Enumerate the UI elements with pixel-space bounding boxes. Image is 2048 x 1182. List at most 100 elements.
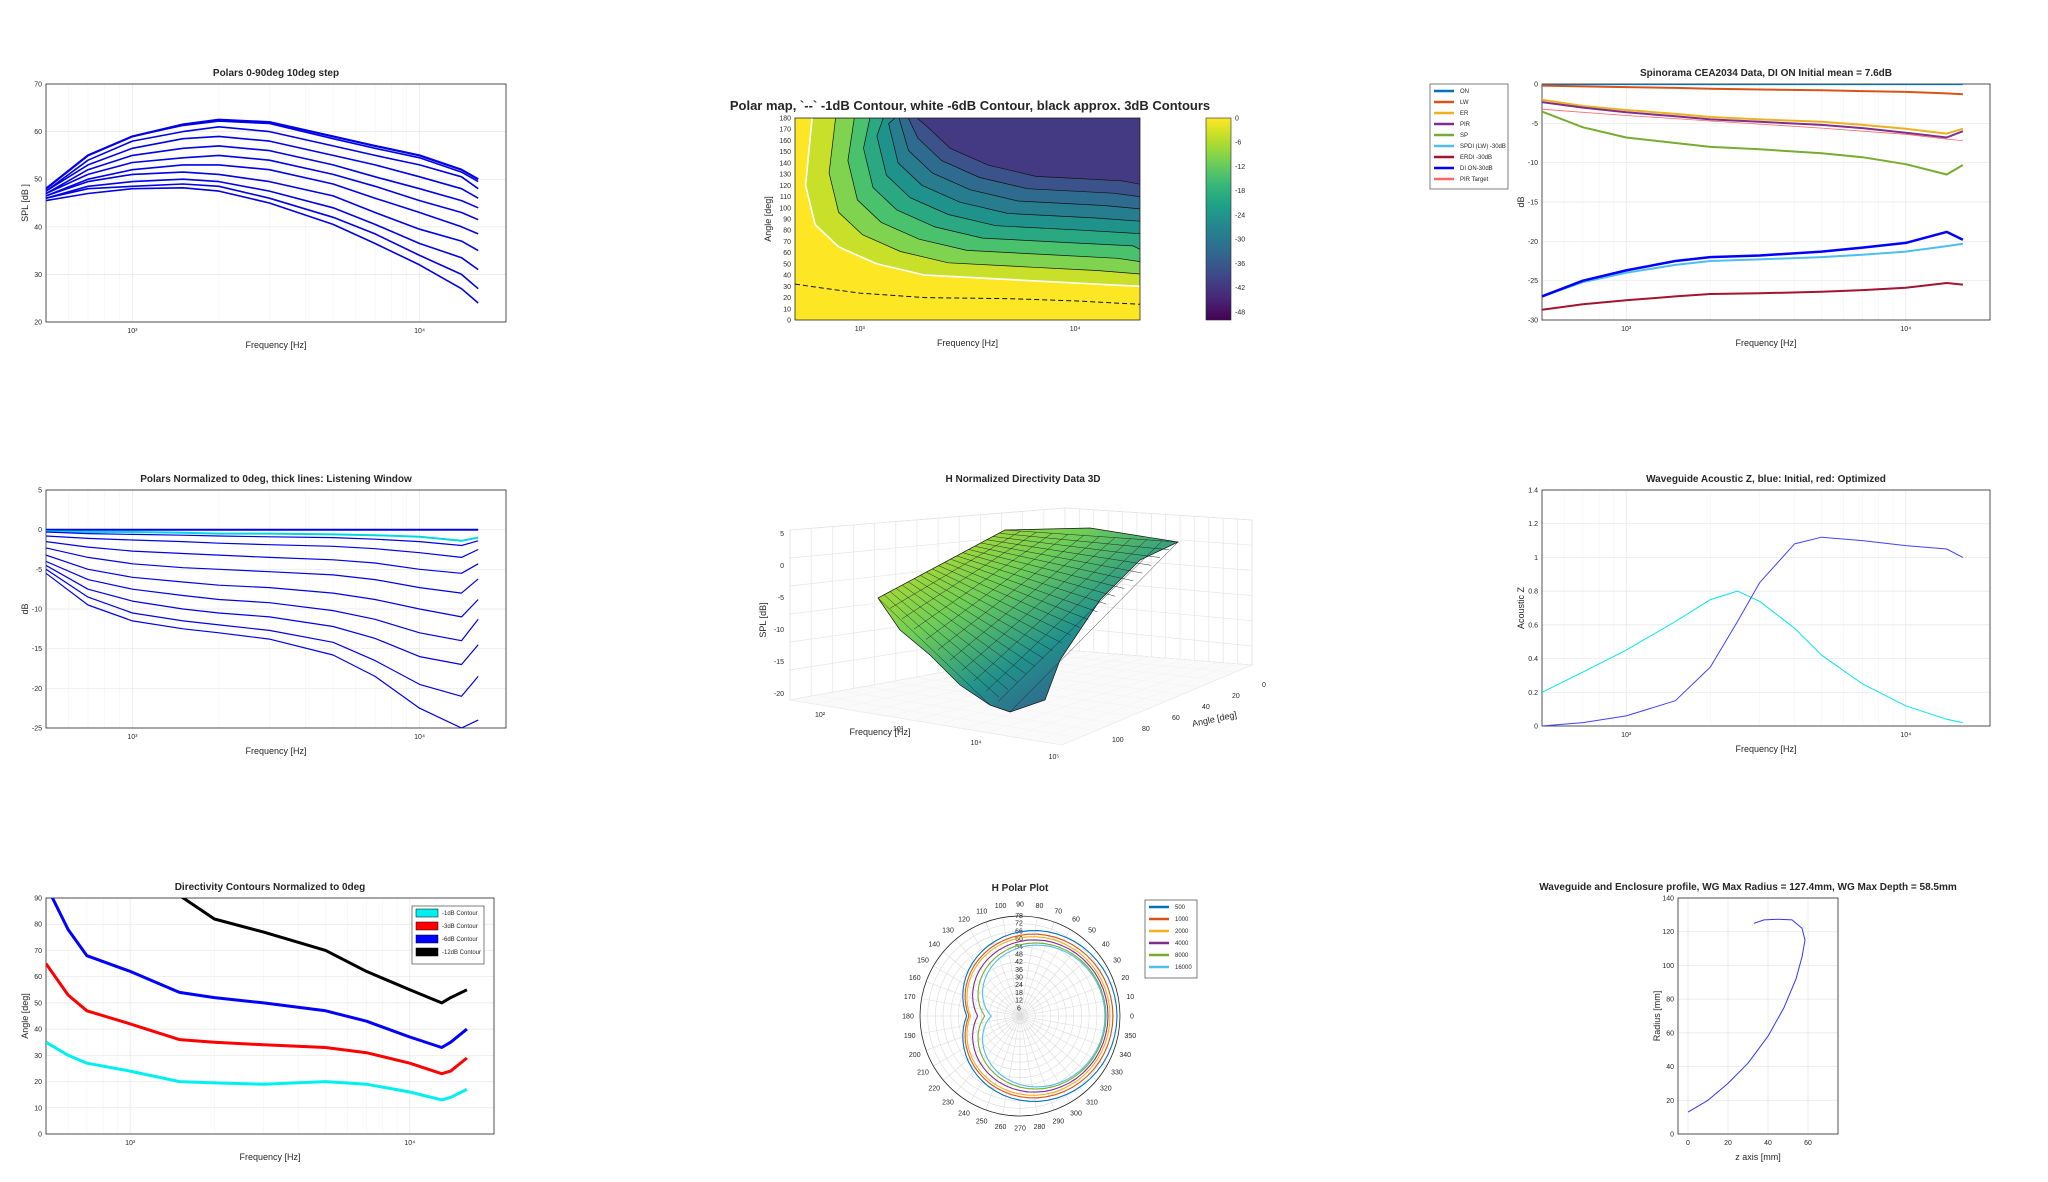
y-tick-label: 30 bbox=[34, 272, 42, 279]
legend-entry: -12dB Contour bbox=[442, 950, 481, 956]
x-tick-label: 0 bbox=[1686, 1140, 1690, 1147]
x-axis-label: Frequency [Hz] bbox=[937, 338, 998, 348]
angle-label: 150 bbox=[917, 958, 929, 965]
legend-swatch bbox=[415, 908, 439, 918]
surface-mesh bbox=[950, 558, 1098, 613]
angle-label: 30 bbox=[1113, 958, 1121, 965]
surface-mesh bbox=[968, 549, 1125, 589]
colorbar-tick-label: -30 bbox=[1235, 237, 1245, 244]
x-tick-label: 20 bbox=[1724, 1140, 1732, 1147]
y-tick-label: 50 bbox=[34, 177, 42, 184]
y-tick-label: 80 bbox=[34, 922, 42, 929]
chart-title: Polars Normalized to 0deg, thick lines: … bbox=[140, 474, 412, 485]
polar-response-16000 bbox=[981, 944, 1106, 1088]
freq-tick-label: 10⁵ bbox=[1049, 754, 1060, 761]
x-tick-label: 10³ bbox=[125, 1140, 136, 1147]
y-tick-label: 30 bbox=[34, 1053, 42, 1060]
legend-entry: 2000 bbox=[1175, 929, 1189, 935]
y-axis-label: Angle [deg] bbox=[20, 993, 30, 1039]
angle-spoke bbox=[1019, 1015, 1119, 1034]
polar-curve bbox=[46, 171, 479, 252]
polar-curve bbox=[46, 154, 479, 221]
spin-curve-6 bbox=[1542, 282, 1963, 311]
angle-spoke bbox=[955, 1015, 1021, 1093]
y-tick-label: 0 bbox=[38, 1132, 42, 1139]
y-tick-label: 1.2 bbox=[1528, 521, 1538, 528]
freq-tick-label: 10³ bbox=[893, 726, 904, 733]
radial-label: 36 bbox=[1015, 967, 1023, 974]
legend-entry: LW bbox=[1460, 100, 1469, 106]
x-tick-label: 10⁴ bbox=[1070, 326, 1081, 333]
y-tick-label: 70 bbox=[34, 948, 42, 955]
normalized-polar-curve bbox=[46, 560, 479, 642]
x-axis-label: Frequency [Hz] bbox=[239, 1152, 300, 1162]
chart-title: Polar map, `--` -1dB Contour, white -6dB… bbox=[730, 98, 1210, 113]
legend-entry: ER bbox=[1460, 111, 1469, 117]
polar-curve bbox=[46, 178, 479, 271]
heatmap-band bbox=[916, 118, 1140, 188]
surface-mesh bbox=[877, 597, 991, 706]
radial-label: 42 bbox=[1015, 959, 1023, 966]
colorbar bbox=[1205, 117, 1232, 321]
angle-spoke bbox=[921, 1015, 1021, 1034]
colorbar-tick-label: -18 bbox=[1235, 188, 1245, 195]
spin-curve-4 bbox=[1542, 110, 1964, 176]
spin-curve-7 bbox=[1542, 230, 1964, 298]
y-tick-label: 50 bbox=[783, 261, 791, 268]
plot-frame bbox=[1541, 489, 1991, 727]
legend-entry: 8000 bbox=[1175, 953, 1189, 959]
polar-response-500 bbox=[962, 930, 1118, 1102]
surface-mesh bbox=[962, 552, 1116, 597]
y-tick-label: 40 bbox=[34, 1027, 42, 1034]
floor-gridline bbox=[1012, 662, 1219, 738]
y-tick-label: 100 bbox=[1662, 963, 1674, 970]
y-tick-label: 0 bbox=[1670, 1132, 1674, 1139]
angle-label: 110 bbox=[976, 908, 987, 915]
panel-polars: 20 30 40 50 60 70 10³ 10⁴ Polars 0-90deg 10deg s… bbox=[20, 68, 507, 350]
contour-minus1db bbox=[795, 283, 1140, 305]
contour-line bbox=[46, 962, 468, 1076]
surface-mesh bbox=[908, 581, 1035, 667]
angle-label: 330 bbox=[1111, 1070, 1123, 1077]
plot-area bbox=[46, 84, 506, 322]
y-tick-label: 100 bbox=[779, 205, 791, 212]
back-gridline bbox=[1064, 507, 1253, 521]
spin-curve-3 bbox=[1542, 101, 1964, 139]
floor-gridline bbox=[839, 690, 1097, 731]
y-tick-label: 120 bbox=[1662, 929, 1674, 936]
x-tick-label: 10⁴ bbox=[414, 734, 425, 741]
contour-3db bbox=[898, 118, 1140, 213]
x-axis-label: z axis [mm] bbox=[1735, 1152, 1781, 1162]
y-tick-label: 60 bbox=[34, 129, 42, 136]
surface-mesh bbox=[883, 594, 1000, 698]
z-tick-label: -15 bbox=[774, 659, 784, 666]
x-tick-label: 10⁴ bbox=[404, 1140, 415, 1147]
polar-curve bbox=[46, 164, 479, 235]
angle-spoke bbox=[969, 929, 1021, 1017]
contour-3db bbox=[888, 118, 1140, 225]
angle-label: 230 bbox=[942, 1099, 954, 1106]
normalized-polar-curve bbox=[46, 547, 479, 594]
heatmap-field bbox=[795, 118, 1140, 320]
angle-tick-label: 0 bbox=[1262, 682, 1266, 689]
y-tick-label: 20 bbox=[34, 1079, 42, 1086]
angle-spoke bbox=[1019, 981, 1115, 1017]
y-tick-label: -10 bbox=[32, 607, 42, 614]
surface-mesh bbox=[889, 530, 1021, 609]
y-tick-label: 90 bbox=[783, 217, 791, 224]
y-tick-label: 0.8 bbox=[1528, 589, 1538, 596]
legend-entry: PIR Target bbox=[1460, 177, 1489, 183]
angle-spoke bbox=[969, 1015, 1021, 1103]
angle-spoke bbox=[943, 951, 1021, 1017]
floor-gridline bbox=[1064, 649, 1253, 666]
surface-mesh bbox=[926, 571, 1062, 644]
y-tick-label: 30 bbox=[783, 284, 791, 291]
angle-label: 20 bbox=[1121, 975, 1129, 982]
y-tick-label: 110 bbox=[780, 194, 791, 201]
contour-minus6db bbox=[804, 118, 1140, 288]
x-tick-label: 10⁴ bbox=[1900, 326, 1911, 333]
polar-response-2000 bbox=[966, 936, 1111, 1096]
panel-waveguide-profile: 0 20 40 60 80 100 120 140 0 20 40 60 Waveguide and E… bbox=[1539, 882, 1957, 1162]
legend-swatch bbox=[415, 934, 439, 944]
plot-frame bbox=[45, 83, 507, 323]
